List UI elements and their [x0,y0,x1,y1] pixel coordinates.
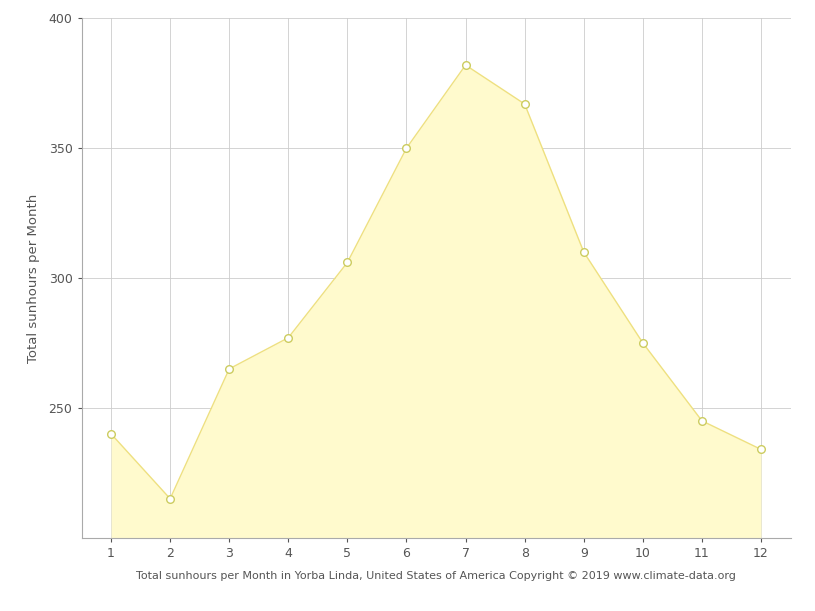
Y-axis label: Total sunhours per Month: Total sunhours per Month [27,193,40,363]
X-axis label: Total sunhours per Month in Yorba Linda, United States of America Copyright © 20: Total sunhours per Month in Yorba Linda,… [136,571,736,581]
